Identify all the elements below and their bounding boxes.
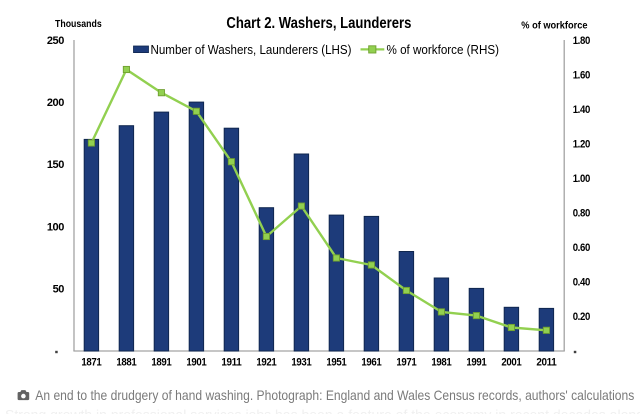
svg-text:Thousands: Thousands <box>55 18 102 30</box>
svg-text:1.60: 1.60 <box>573 70 591 82</box>
svg-text:1911: 1911 <box>221 357 241 369</box>
svg-text:1.20: 1.20 <box>573 139 591 151</box>
svg-text:% of workforce: % of workforce <box>521 20 587 32</box>
svg-text:1.00: 1.00 <box>573 173 591 185</box>
svg-text:0.20: 0.20 <box>573 311 591 323</box>
svg-text:2001: 2001 <box>501 357 521 369</box>
svg-text:200: 200 <box>47 97 64 109</box>
svg-text:2011: 2011 <box>536 357 556 369</box>
svg-text:An end to the drudgery of hand: An end to the drudgery of hand washing. … <box>35 388 634 403</box>
svg-text:1951: 1951 <box>326 357 346 369</box>
svg-text:Number of Washers, Launderers: Number of Washers, Launderers (LHS) <box>151 43 352 57</box>
svg-text:1881: 1881 <box>116 357 136 369</box>
svg-text:1931: 1931 <box>291 357 311 369</box>
svg-text:0.60: 0.60 <box>573 242 591 254</box>
svg-text:1921: 1921 <box>256 357 276 369</box>
svg-text:100: 100 <box>47 221 64 233</box>
svg-text:Chart 2. Washers, Launderers: Chart 2. Washers, Launderers <box>226 15 411 32</box>
svg-text:250: 250 <box>47 35 64 47</box>
svg-text:1901: 1901 <box>186 357 206 369</box>
svg-text:1991: 1991 <box>466 357 486 369</box>
svg-text:50: 50 <box>53 283 65 295</box>
svg-text:1961: 1961 <box>361 357 381 369</box>
svg-text:1.40: 1.40 <box>573 104 591 116</box>
svg-text:1891: 1891 <box>151 357 171 369</box>
svg-text:1.80: 1.80 <box>573 35 591 47</box>
svg-text:1871: 1871 <box>81 357 101 369</box>
svg-text:0.80: 0.80 <box>573 208 591 220</box>
svg-text:1971: 1971 <box>396 357 416 369</box>
svg-text:1981: 1981 <box>431 357 451 369</box>
svg-text:% of workforce (RHS): % of workforce (RHS) <box>387 43 500 57</box>
svg-text:0.40: 0.40 <box>573 277 591 289</box>
svg-text:150: 150 <box>47 159 64 171</box>
svg-text:Strong growth in professional: Strong growth in professional services j… <box>5 407 640 414</box>
